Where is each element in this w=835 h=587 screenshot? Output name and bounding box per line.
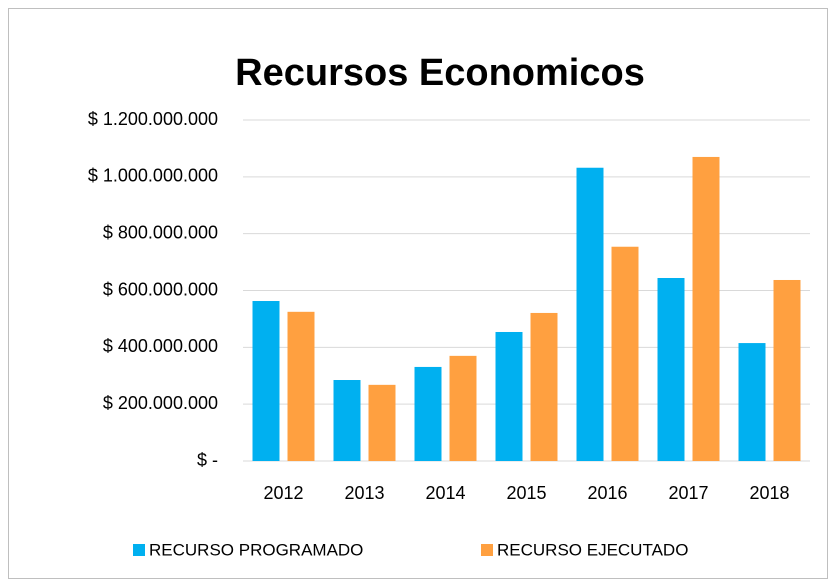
y-tick-label: $ - [197,450,218,470]
x-tick-label: 2015 [506,483,546,503]
y-tick-label: $ 400.000.000 [103,336,218,356]
bar [449,355,477,461]
bar [368,384,396,461]
y-tick-label: $ 1.200.000.000 [88,109,218,129]
legend-label: RECURSO PROGRAMADO [149,540,363,559]
bar [495,331,523,461]
bar [287,311,315,461]
x-tick-label: 2016 [587,483,627,503]
y-tick-label: $ 1.000.000.000 [88,166,218,186]
y-tick-label: $ 600.000.000 [103,279,218,299]
bar [657,277,685,461]
chart-border [8,8,828,579]
bar [530,312,558,461]
legend-swatch [133,544,145,556]
bar [692,156,720,462]
legend-label: RECURSO EJECUTADO [497,540,688,559]
bar [773,279,801,461]
legend-swatch [481,544,493,556]
bar [576,167,604,462]
bar [252,301,280,461]
x-tick-label: 2014 [425,483,465,503]
x-tick-label: 2012 [263,483,303,503]
bar [611,246,639,461]
y-tick-label: $ 800.000.000 [103,222,218,242]
bar [414,366,442,461]
x-tick-label: 2018 [749,483,789,503]
chart-title: Recursos Economicos [235,52,645,94]
x-tick-label: 2013 [344,483,384,503]
bar [333,380,361,461]
y-tick-label: $ 200.000.000 [103,393,218,413]
x-tick-label: 2017 [668,483,708,503]
bar [738,343,766,461]
